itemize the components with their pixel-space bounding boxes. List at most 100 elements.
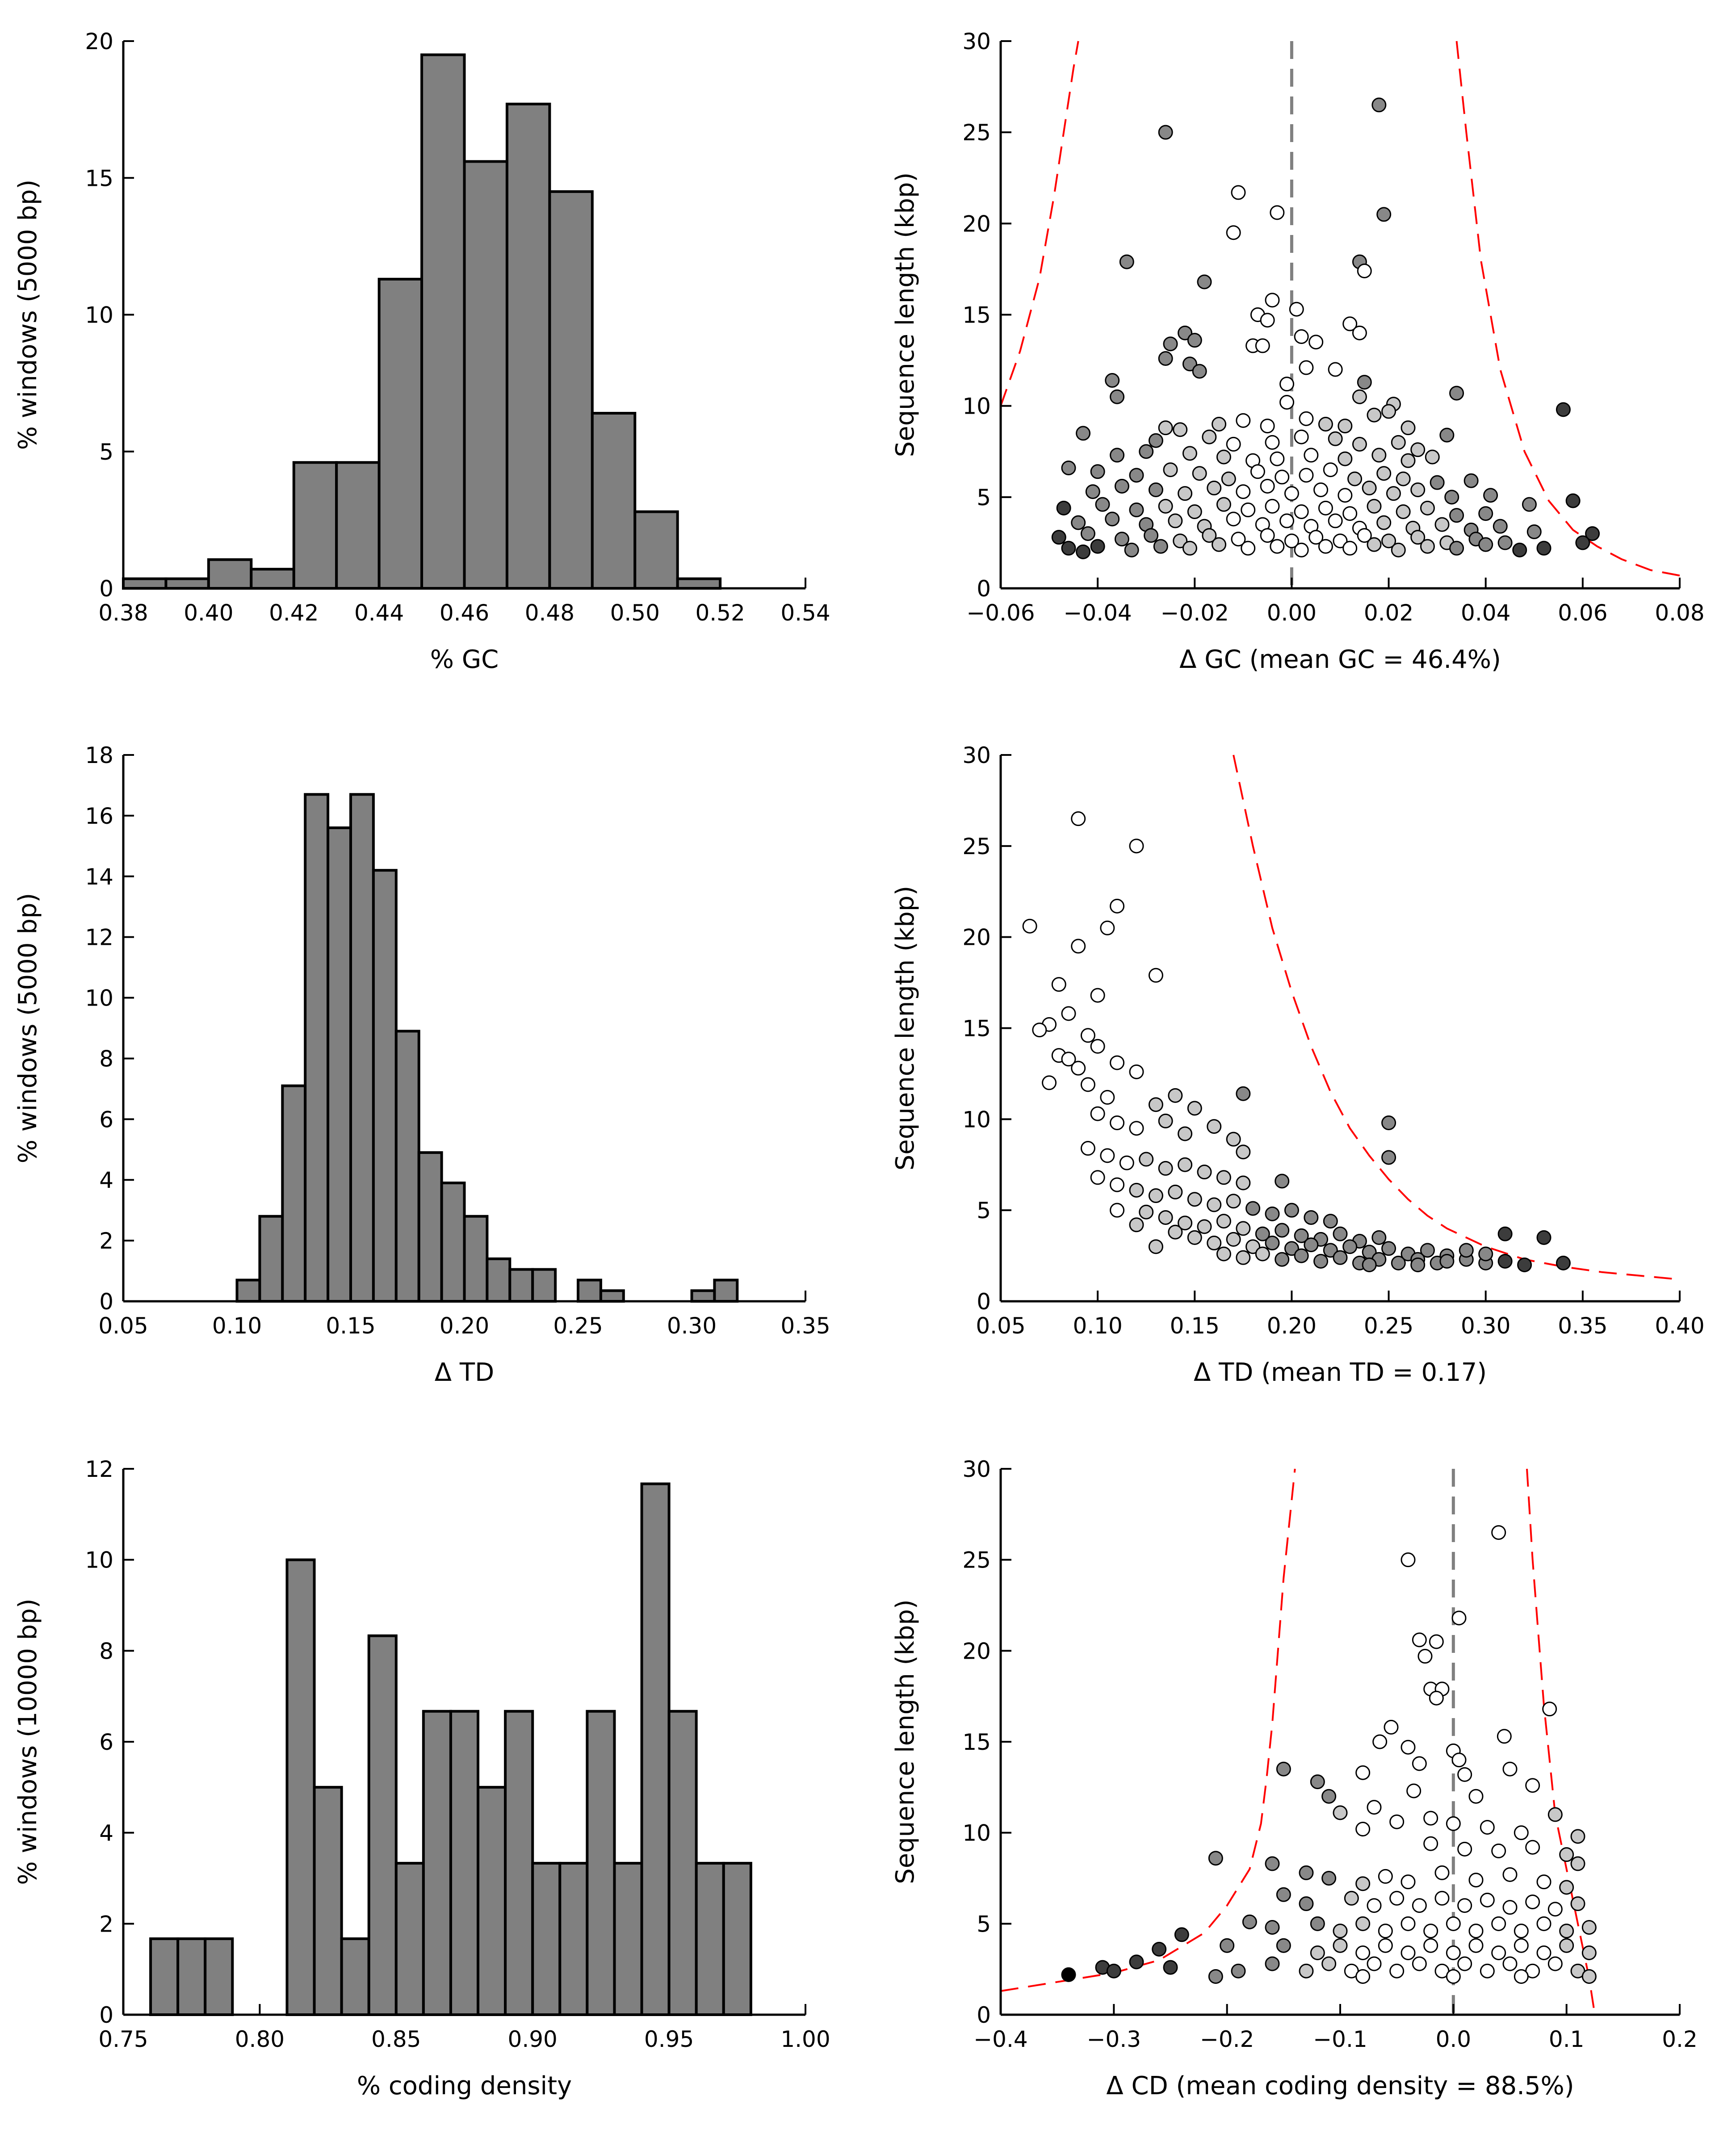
data-point	[1220, 1938, 1235, 1953]
y-tick-label: 30	[962, 742, 991, 768]
data-point	[1105, 511, 1120, 527]
data-point	[1463, 473, 1479, 488]
histogram-bar	[695, 1861, 725, 2016]
data-point	[1512, 542, 1527, 558]
data-point	[1355, 1765, 1371, 1780]
data-point	[1565, 493, 1581, 508]
data-point	[1542, 1702, 1557, 1717]
data-point	[1333, 1226, 1348, 1241]
data-point	[1401, 1916, 1416, 1931]
data-point	[1497, 535, 1513, 550]
data-point	[1276, 1938, 1291, 1953]
x-tick-label: 0.95	[644, 2026, 694, 2052]
x-tick-label: 0.05	[976, 1313, 1025, 1339]
data-point	[1318, 500, 1333, 516]
data-point	[1444, 490, 1459, 505]
data-point	[1100, 1148, 1115, 1163]
x-axis-label: % GC	[430, 645, 499, 674]
data-point	[1417, 1649, 1433, 1664]
data-point	[1491, 1945, 1506, 1961]
data-point	[1381, 1150, 1396, 1165]
y-tick-label: 15	[962, 302, 991, 328]
data-point	[1270, 451, 1285, 466]
data-point	[1202, 429, 1217, 444]
y-tick-label: 20	[962, 925, 991, 951]
data-point	[1299, 1896, 1314, 1912]
cd-scatter-panel: 0 5 10 15 20 25 30 −0.4 −0.3 −0.2 −0.1 0.0 0.1 0.2 Δ C…	[891, 1456, 1698, 2100]
data-point	[1275, 1223, 1290, 1238]
data-point	[1187, 1230, 1202, 1245]
x-axis-label: % coding density	[357, 2071, 572, 2100]
data-point	[1129, 1064, 1144, 1079]
data-point	[1236, 484, 1251, 499]
data-point	[1376, 207, 1392, 222]
x-tick-label: 0.48	[525, 600, 574, 626]
data-point	[1517, 1257, 1532, 1272]
histogram-bar	[633, 510, 679, 590]
data-point	[1216, 1246, 1231, 1262]
data-point	[1071, 515, 1086, 530]
y-tick-label: 20	[962, 211, 991, 237]
y-tick-label: 15	[962, 1729, 991, 1755]
data-point	[1342, 1239, 1358, 1254]
data-point	[1321, 1789, 1337, 1804]
y-tick-label: 10	[962, 394, 991, 419]
data-point	[1381, 404, 1396, 419]
x-tick-label: 0.25	[1364, 1313, 1413, 1339]
histogram-bar	[599, 1289, 625, 1303]
x-tick-label: 0.38	[98, 600, 148, 626]
data-point	[1178, 325, 1193, 340]
data-point	[1100, 1090, 1115, 1105]
histogram-bar	[340, 1937, 370, 2016]
data-point	[1129, 1217, 1144, 1232]
data-point	[1212, 417, 1227, 432]
data-point	[1080, 1077, 1095, 1092]
data-point	[1299, 411, 1314, 426]
histogram-bar	[250, 568, 295, 590]
data-point	[1110, 1203, 1125, 1218]
data-point	[1226, 1194, 1241, 1209]
data-point	[1514, 1825, 1529, 1840]
data-point	[1153, 539, 1168, 554]
data-point	[1090, 1106, 1105, 1121]
data-point	[1321, 1956, 1337, 1971]
data-point	[1406, 1783, 1422, 1798]
data-point	[1216, 1170, 1231, 1185]
data-point	[1342, 506, 1358, 521]
data-point	[1570, 1896, 1585, 1912]
y-tick-label: 2	[99, 1228, 113, 1254]
data-point	[1386, 486, 1401, 501]
data-point	[1310, 1774, 1325, 1790]
data-point	[1216, 449, 1231, 465]
data-point	[1355, 1916, 1371, 1931]
data-point	[1076, 544, 1091, 559]
data-point	[1328, 513, 1343, 528]
data-point	[1401, 1874, 1416, 1890]
x-tick-label: −0.02	[1161, 600, 1229, 626]
data-point	[1381, 1241, 1396, 1256]
data-point	[1497, 1729, 1512, 1744]
x-tick-label: −0.2	[1200, 2026, 1254, 2052]
x-tick-label: 0.00	[1267, 600, 1317, 626]
y-tick-label: 30	[962, 29, 991, 54]
x-tick-label: −0.1	[1313, 2026, 1367, 2052]
data-point	[1425, 449, 1440, 465]
y-axis-label: Sequence length (kbp)	[891, 886, 920, 1171]
data-point	[1294, 429, 1309, 444]
data-point	[1061, 461, 1076, 475]
data-point	[1493, 519, 1508, 534]
data-point	[1294, 1228, 1309, 1243]
data-point	[1260, 419, 1275, 434]
data-point	[1357, 375, 1372, 390]
data-point	[1420, 539, 1435, 554]
data-point	[1090, 539, 1105, 554]
data-point	[1478, 506, 1493, 521]
data-point	[1396, 504, 1411, 519]
x-axis-label: Δ GC (mean GC = 46.4%)	[1179, 645, 1501, 674]
data-point	[1355, 1876, 1371, 1891]
data-point	[1333, 1924, 1348, 1939]
data-point	[1182, 356, 1197, 372]
data-point	[1323, 1243, 1338, 1258]
data-point	[1158, 351, 1173, 366]
